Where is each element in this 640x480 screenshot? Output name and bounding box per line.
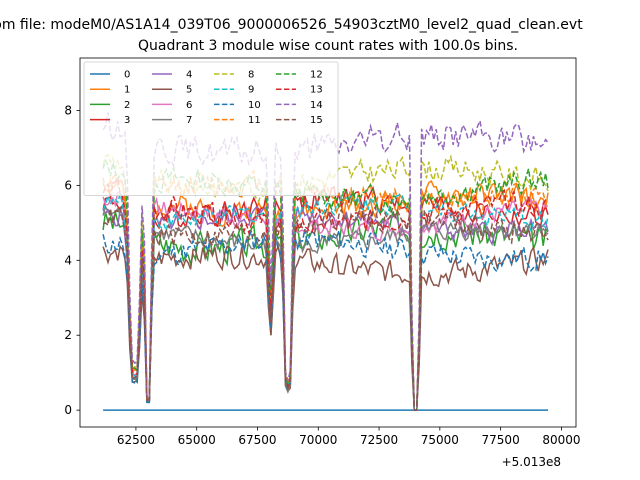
legend-label-10: 10 (248, 100, 261, 111)
series-line-13 (102, 176, 549, 411)
legend-label-3: 3 (124, 115, 130, 126)
x-tick-label: 72500 (360, 433, 398, 447)
y-tick-label: 4 (64, 253, 72, 267)
legend-label-7: 7 (186, 115, 192, 126)
legend-label-8: 8 (248, 70, 254, 81)
x-tick-label: 80000 (542, 433, 580, 447)
y-tick-label: 6 (64, 178, 72, 192)
x-tick-label: 70000 (299, 433, 337, 447)
legend-label-4: 4 (186, 70, 192, 81)
legend-label-2: 2 (124, 100, 130, 111)
axes: 62500 65000 67500 70000 72500 75000 77500 80000… (64, 57, 581, 447)
series-line-9 (102, 191, 549, 411)
y-tick-label: 2 (64, 328, 72, 342)
legend-label-5: 5 (186, 85, 192, 96)
x-tick-label: 62500 (117, 433, 155, 447)
x-tick-label: 65000 (178, 433, 216, 447)
x-offset-label: +5.013e8 (502, 455, 561, 469)
legend-label-12: 12 (310, 70, 323, 81)
legend-label-1: 1 (124, 85, 130, 96)
figure-suptitle: Data from file: modeM0/AS1A14_039T06_900… (0, 17, 583, 33)
legend-label-6: 6 (186, 100, 192, 111)
axes-frame (79, 57, 577, 428)
legend-label-14: 14 (310, 100, 323, 111)
x-tick-label: 67500 (238, 433, 276, 447)
y-tick-label: 8 (64, 103, 72, 117)
series-line-7 (102, 204, 549, 411)
x-tick-label: 75000 (421, 433, 459, 447)
chart-title: Quadrant 3 module wise count rates with … (138, 38, 518, 54)
series-line-10 (102, 228, 549, 411)
legend-label-0: 0 (124, 70, 130, 81)
legend-label-11: 11 (248, 115, 261, 126)
legend-label-9: 9 (248, 85, 254, 96)
x-tick-label: 77500 (482, 433, 520, 447)
legend-label-15: 15 (310, 115, 323, 126)
legend-box (83, 61, 339, 197)
y-tick-label: 0 (64, 403, 72, 417)
series-line-15 (102, 203, 549, 411)
legend-label-13: 13 (310, 85, 323, 96)
